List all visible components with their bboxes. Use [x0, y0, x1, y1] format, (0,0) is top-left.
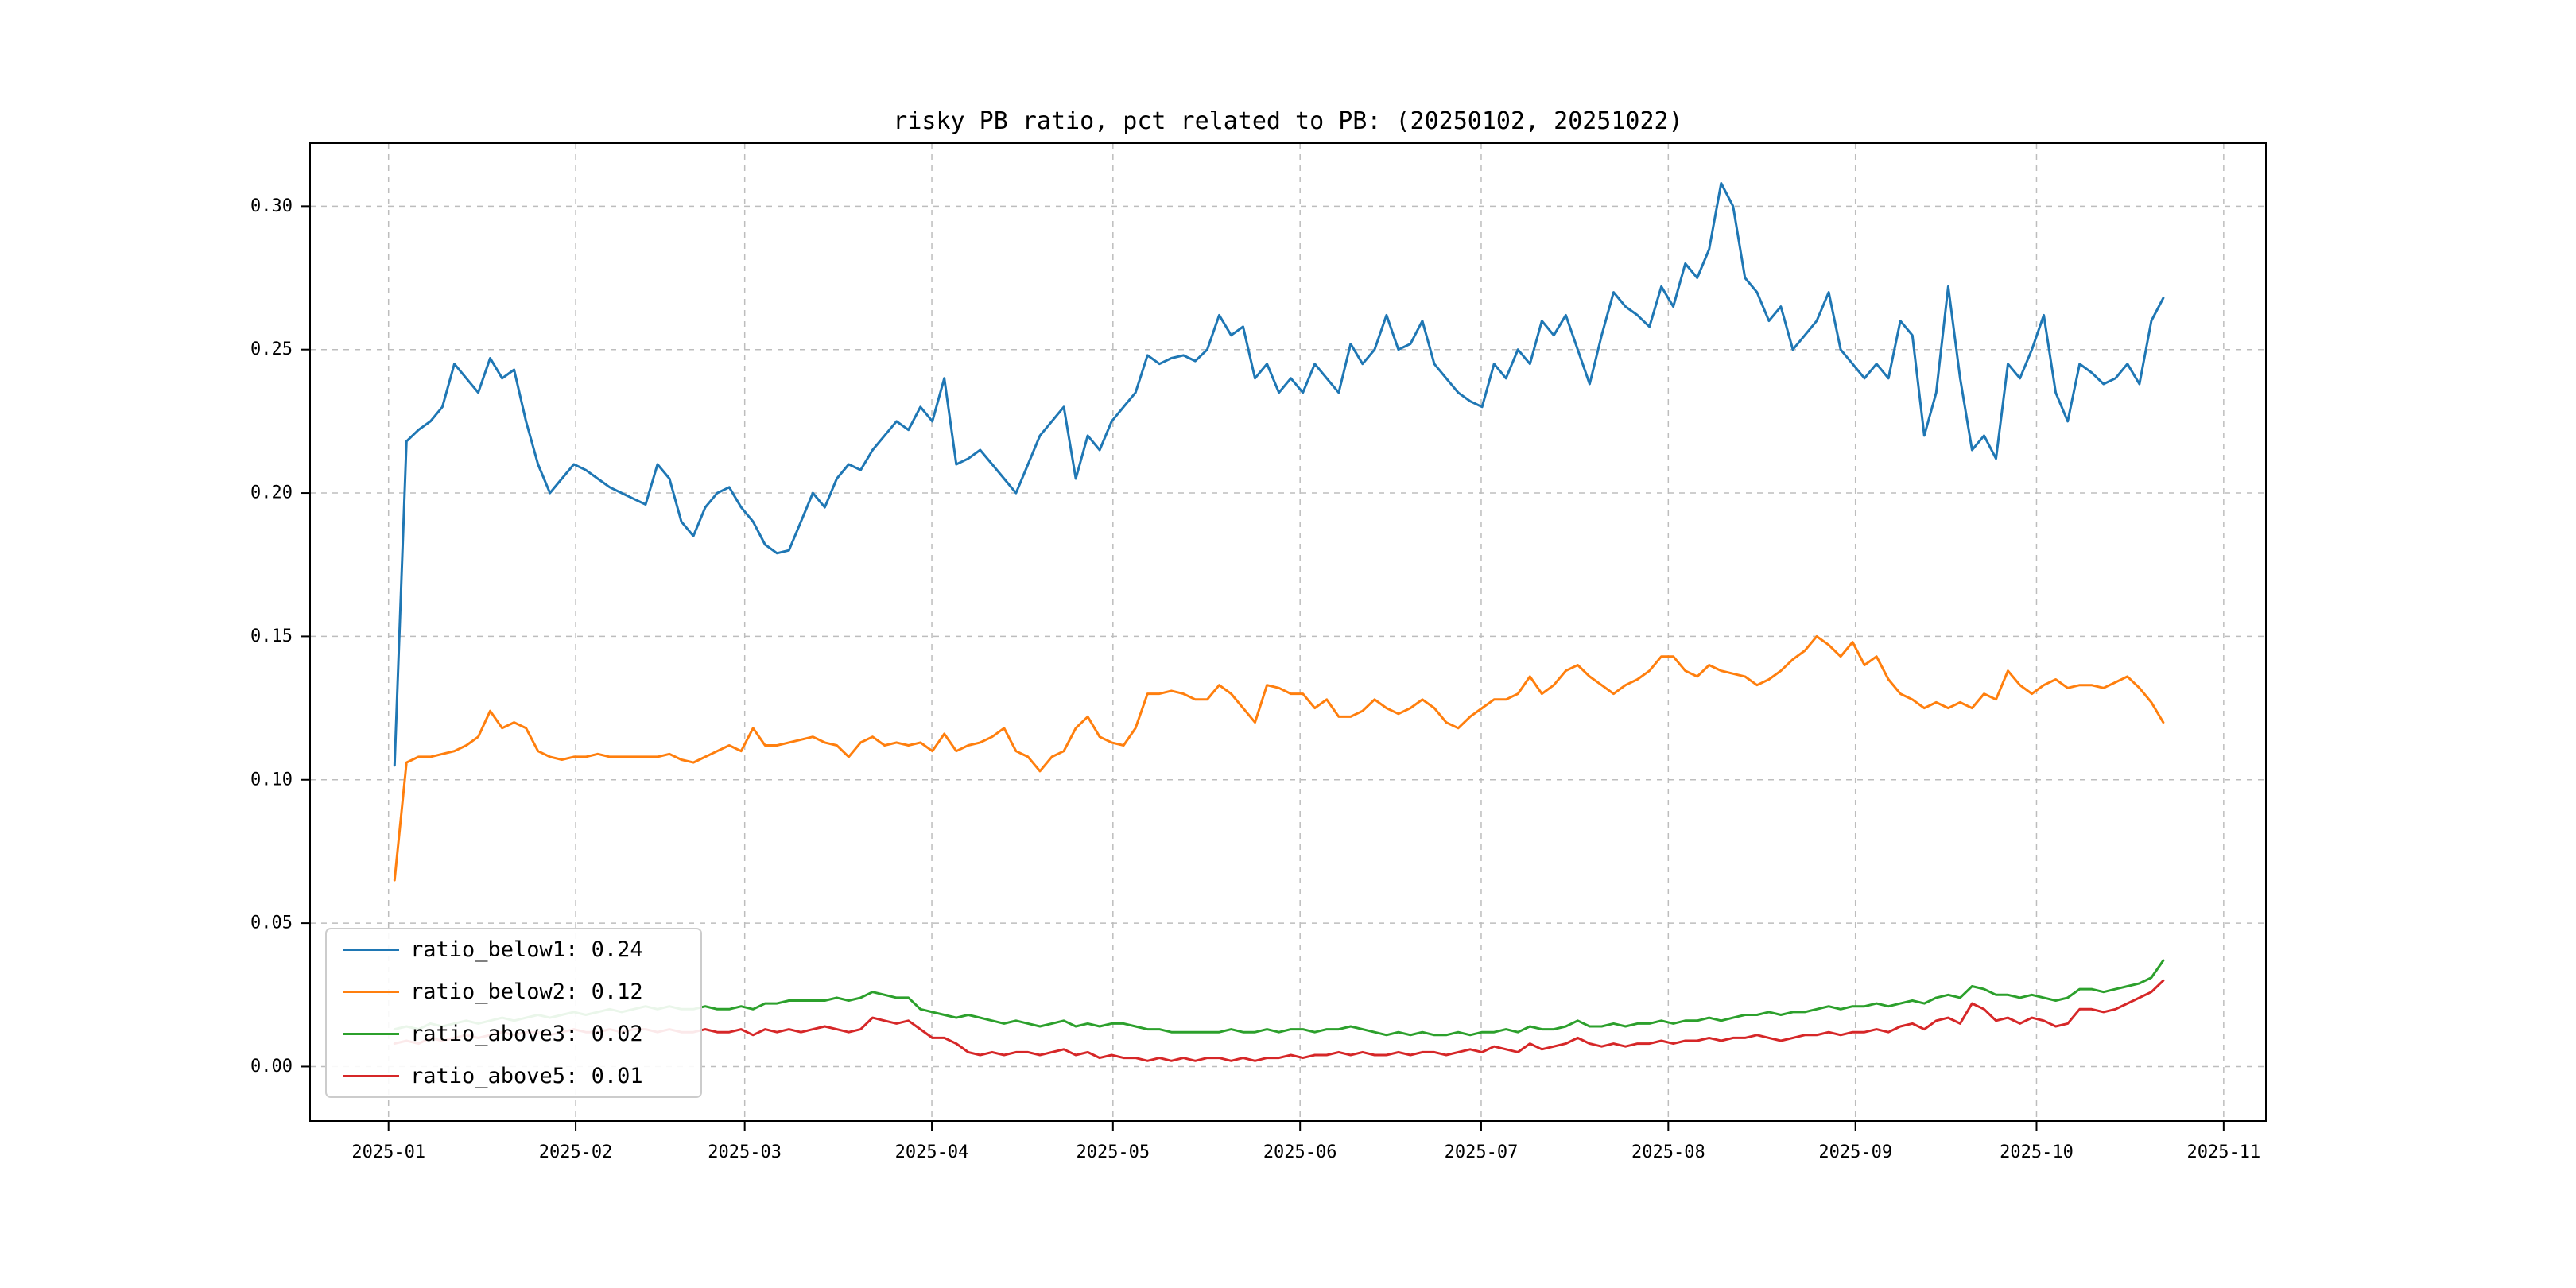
x-tick-label: 2025-09 [1818, 1143, 1892, 1162]
y-tick-label: 0.30 [250, 196, 293, 216]
y-tick-label: 0.15 [250, 627, 293, 646]
x-tick-label: 2025-08 [1631, 1143, 1705, 1162]
legend-label-ratio_below1: ratio_below1: 0.24 [410, 937, 643, 962]
plot-border [309, 142, 2267, 1122]
grid [310, 143, 2266, 1121]
y-tick-label: 0.00 [250, 1057, 293, 1077]
x-tick-label: 2025-05 [1076, 1143, 1150, 1162]
legend-label-ratio_below2: ratio_below2: 0.12 [410, 980, 643, 1004]
x-tick-label: 2025-06 [1263, 1143, 1337, 1162]
legend-label-ratio_above5: ratio_above5: 0.01 [410, 1064, 643, 1088]
x-tick-label: 2025-07 [1445, 1143, 1519, 1162]
x-tick-label: 2025-04 [895, 1143, 969, 1162]
y-tick-label: 0.05 [250, 914, 293, 933]
x-tick-label: 2025-10 [2000, 1143, 2074, 1162]
legend-box [325, 928, 702, 1098]
axis-ticks: 2025-01 2025-02 2025-03 2025-04 2025-05 2025-… [250, 196, 2260, 1162]
chart-title: risky PB ratio, pct related to PB: (2025… [893, 107, 1682, 135]
x-tick-label: 2025-11 [2186, 1143, 2260, 1162]
x-tick-label: 2025-03 [708, 1143, 782, 1162]
y-tick-label: 0.20 [250, 483, 293, 503]
y-tick-label: 0.25 [250, 339, 293, 359]
series-line-ratio_below2 [393, 634, 2165, 882]
legend-label-ratio_above3: ratio_above3: 0.02 [410, 1022, 643, 1046]
x-tick-label: 2025-02 [539, 1143, 613, 1162]
y-tick-label: 0.10 [250, 770, 293, 789]
legend: ratio_below1: 0.24 ratio_below2: 0.12 rati… [325, 928, 702, 1098]
series-line-ratio_below1 [393, 182, 2165, 767]
x-tick-label: 2025-01 [351, 1143, 425, 1162]
